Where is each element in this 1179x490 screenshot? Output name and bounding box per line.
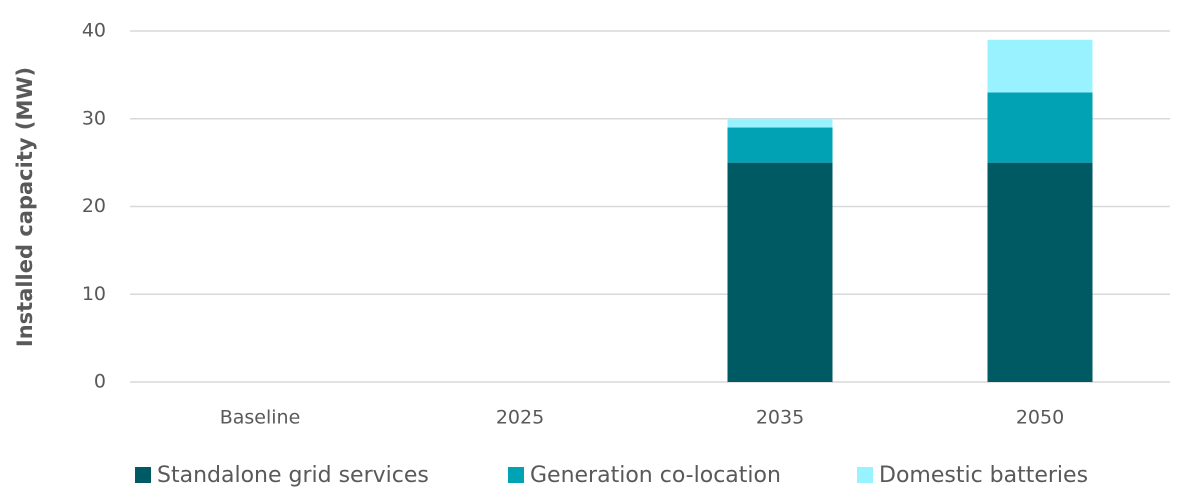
bar-segment [987,39,1093,93]
legend-label: Generation co-location [530,463,781,488]
bar-segment [727,127,833,163]
x-tick-label: 2025 [496,407,544,429]
bar-segment [987,162,1093,382]
bar-segment [727,162,833,382]
legend-label: Standalone grid services [157,463,429,488]
legend-swatch [857,467,873,483]
x-tick-label: 2035 [756,407,804,429]
legend-swatch [135,467,151,483]
y-tick-label: 20 [82,195,106,217]
y-tick-label: 30 [82,107,106,129]
x-tick-label: Baseline [220,407,301,429]
bar-segment [727,118,833,128]
x-tick-label: 2050 [1016,407,1064,429]
bar-segment [987,92,1093,163]
y-axis-title: Installed capacity (MW) [13,67,37,347]
y-tick-label: 0 [94,371,106,393]
y-tick-label: 10 [82,283,106,305]
legend-label: Domestic batteries [879,463,1088,488]
legend-swatch [508,467,524,483]
y-tick-label: 40 [82,20,106,42]
